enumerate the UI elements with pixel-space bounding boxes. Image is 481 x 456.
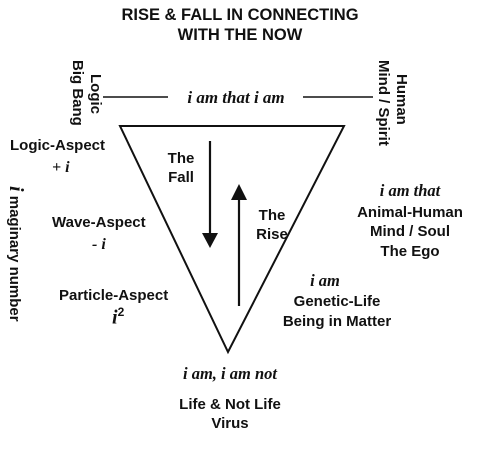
label-mind-spirit-vertical: Mind / Spirit <box>375 60 392 146</box>
label-imaginary-number-vertical: i maginary number <box>4 186 27 322</box>
fall-label-line-2: Fall <box>168 169 194 186</box>
particle-formula-exponent: 2 <box>117 305 125 319</box>
title-line-1: RISE & FALL IN CONNECTING <box>121 6 359 24</box>
rise-label-line-2: Rise <box>256 226 288 243</box>
wave-aspect-label: Wave-Aspect <box>52 214 146 231</box>
level1-line-1: Animal-Human <box>357 204 463 221</box>
level1-italic: i am that <box>379 181 441 200</box>
inverted-triangle <box>118 125 346 355</box>
wave-aspect-formula: - i <box>92 236 106 253</box>
level2-line-1: Genetic-Life <box>293 293 381 310</box>
logic-aspect-label: Logic-Aspect <box>10 137 106 154</box>
rise-arrow-head <box>231 184 247 200</box>
label-logic-vertical: Logic <box>87 74 104 114</box>
level1-line-3: The Ego <box>380 243 440 260</box>
rise-label-line-1: The <box>258 207 286 224</box>
label-i-am-that-i-am: i am that i am <box>187 88 285 107</box>
bottom-line-1: Life & Not Life <box>179 396 281 413</box>
particle-aspect-formula: i2 <box>112 305 124 330</box>
bottom-line-2: Virus <box>211 415 249 432</box>
imaginary-text: maginary number <box>6 195 23 322</box>
bottom-italic: i am, i am not <box>183 364 277 383</box>
imaginary-i-symbol: i <box>5 186 27 192</box>
level1-line-2: Mind / Soul <box>370 223 450 240</box>
level2-line-2: Being in Matter <box>282 313 392 330</box>
title-line-2: WITH THE NOW <box>177 26 303 44</box>
label-big-bang-vertical: Big Bang <box>69 60 86 126</box>
fall-label-line-1: The <box>167 150 195 167</box>
level2-italic: i am <box>310 271 340 290</box>
logic-aspect-formula: + i <box>52 159 70 176</box>
particle-aspect-label: Particle-Aspect <box>59 287 169 304</box>
label-human-vertical: Human <box>393 74 410 125</box>
particle-formula-base: i <box>112 306 118 329</box>
fall-arrow-head <box>202 233 218 248</box>
